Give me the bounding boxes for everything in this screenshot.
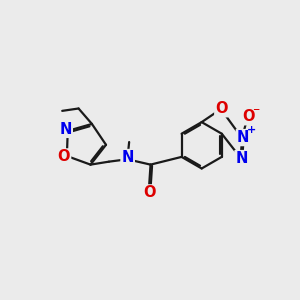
Text: O: O	[215, 101, 228, 116]
Text: +: +	[247, 125, 256, 135]
Text: N: N	[236, 151, 248, 166]
Text: N: N	[59, 122, 72, 137]
Text: O: O	[143, 185, 155, 200]
Text: ⁻: ⁻	[252, 105, 260, 119]
Text: N: N	[122, 150, 134, 165]
Text: O: O	[242, 109, 254, 124]
Text: O: O	[58, 149, 70, 164]
Text: N: N	[237, 130, 249, 145]
